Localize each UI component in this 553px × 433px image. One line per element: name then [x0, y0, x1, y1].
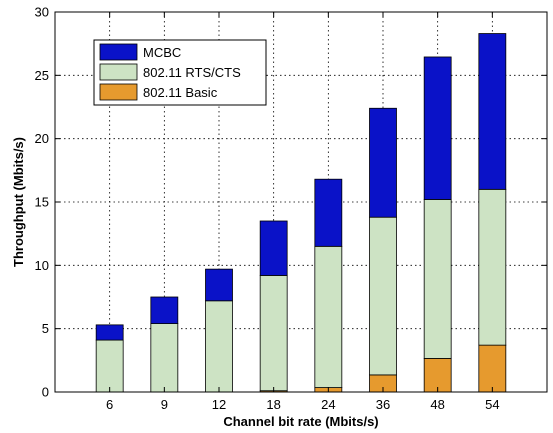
- legend-label-802-11-basic: 802.11 Basic: [143, 85, 218, 100]
- bar-802-11-rts-cts-24: [315, 246, 342, 387]
- y-tick-label: 0: [42, 385, 49, 400]
- bar-802-11-rts-cts-18: [260, 275, 287, 390]
- x-tick-label: 54: [485, 397, 499, 412]
- x-tick-label: 48: [430, 397, 444, 412]
- bar-mcbc-9: [151, 297, 178, 324]
- legend-swatch-802-11-basic: [100, 84, 137, 100]
- bar-mcbc-18: [260, 221, 287, 275]
- legend-swatch-802-11-rts-cts: [100, 64, 137, 80]
- legend: MCBC 802.11 RTS/CTS 802.11 Basic: [94, 40, 266, 105]
- x-tick-label: 6: [106, 397, 113, 412]
- bar-mcbc-54: [479, 34, 506, 190]
- bar-802-11-rts-cts-12: [206, 301, 233, 392]
- y-axis-label: Throughput (Mbits/s): [11, 137, 26, 267]
- bar-802-11-rts-cts-36: [370, 217, 397, 375]
- x-tick-label: 24: [321, 397, 335, 412]
- bar-mcbc-48: [424, 57, 451, 200]
- bar-802-11-rts-cts-6: [96, 340, 123, 392]
- legend-swatch-mcbc: [100, 44, 137, 60]
- bar-mcbc-12: [206, 269, 233, 301]
- y-tick-label: 10: [35, 258, 49, 273]
- bar-mcbc-6: [96, 325, 123, 340]
- legend-label-802-11-rts-cts: 802.11 RTS/CTS: [143, 65, 241, 80]
- x-tick-labels: 6 9 12 18 24 36 48 54: [106, 397, 500, 412]
- bar-mcbc-36: [370, 108, 397, 217]
- bar-802-11-basic-48: [424, 358, 451, 392]
- y-tick-label: 15: [35, 195, 49, 210]
- bar-802-11-rts-cts-9: [151, 324, 178, 392]
- bar-802-11-rts-cts-54: [479, 189, 506, 345]
- y-tick-labels: 0 5 10 15 20 25 30: [35, 5, 49, 400]
- bar-mcbc-24: [315, 179, 342, 246]
- bar-802-11-rts-cts-48: [424, 199, 451, 358]
- y-tick-label: 30: [35, 5, 49, 20]
- y-tick-label: 20: [35, 131, 49, 146]
- x-tick-label: 12: [212, 397, 226, 412]
- y-tick-label: 5: [42, 321, 49, 336]
- x-axis-label: Channel bit rate (Mbits/s): [223, 414, 378, 429]
- x-tick-label: 36: [376, 397, 390, 412]
- y-tick-label: 25: [35, 68, 49, 83]
- x-tick-label: 18: [266, 397, 280, 412]
- legend-label-mcbc: MCBC: [143, 45, 181, 60]
- x-tick-label: 9: [161, 397, 168, 412]
- bar-802-11-basic-54: [479, 345, 506, 392]
